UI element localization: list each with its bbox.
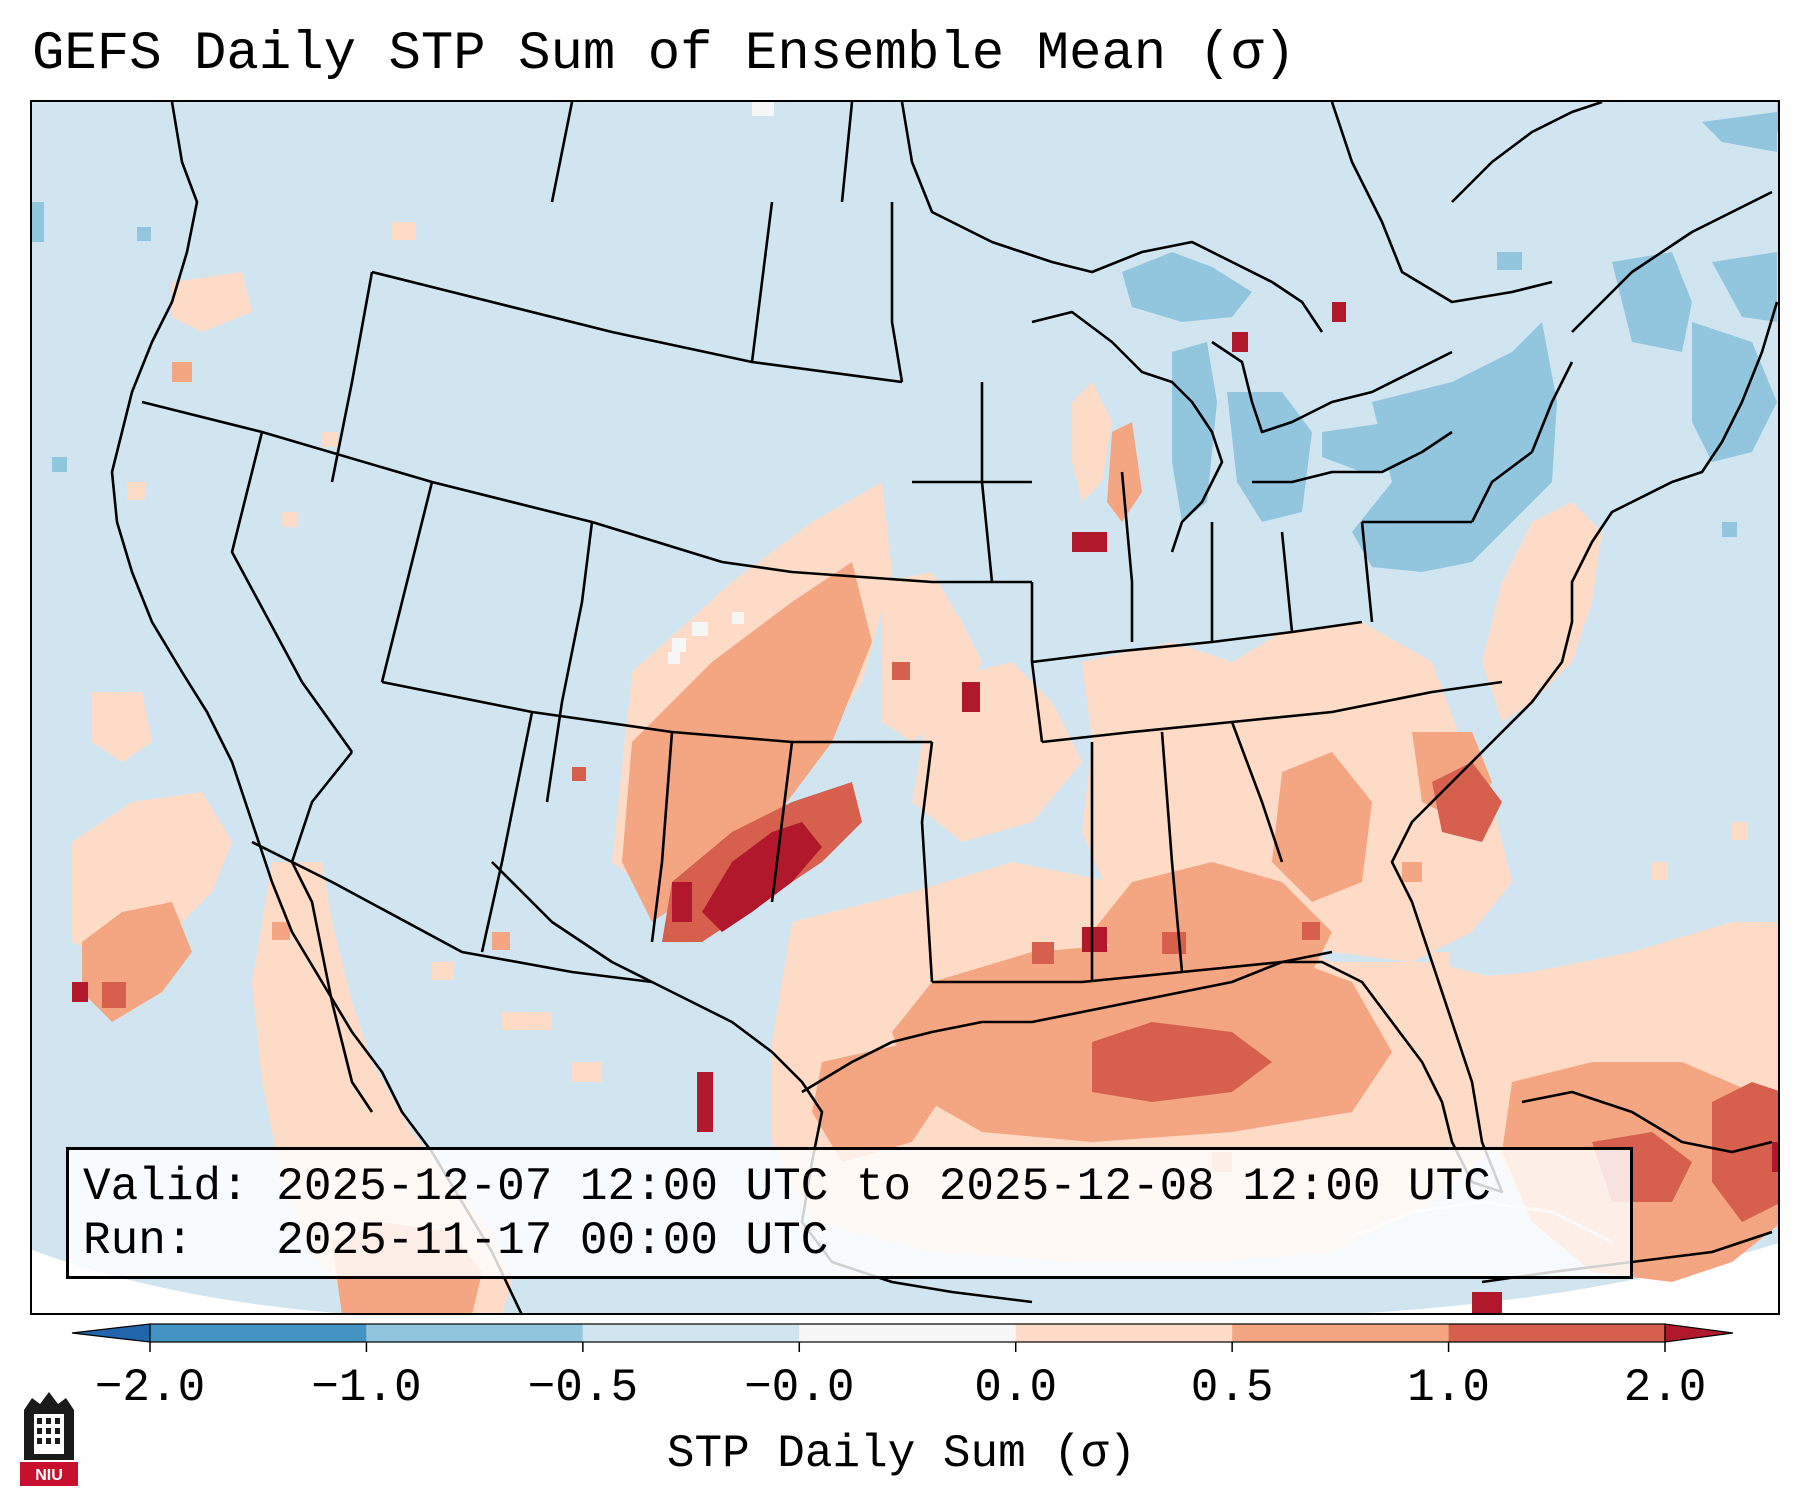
valid-label: Valid: [83, 1161, 249, 1213]
valid-line: Valid: 2025-12-07 12:00 UTC to 2025-12-0… [83, 1160, 1616, 1214]
colorbar-segment [150, 1324, 367, 1342]
colorbar-tick-label: −0.0 [744, 1362, 855, 1414]
niu-logo: NIU [20, 1392, 78, 1486]
map-panel [30, 100, 1780, 1315]
colorbar-over-arrow [1664, 1323, 1734, 1343]
colorbar-outline [149, 1323, 1666, 1343]
colorbar-tick-label: −2.0 [94, 1362, 206, 1414]
colorbar-segment [366, 1324, 583, 1342]
run-value: 2025-11-17 00:00 UTC [276, 1215, 829, 1267]
colorbar-under-arrow [71, 1323, 151, 1343]
colorbar-segment [1232, 1324, 1449, 1342]
colorbar-segment [1015, 1324, 1233, 1342]
valid-time-box: Valid: 2025-12-07 12:00 UTC to 2025-12-0… [66, 1147, 1633, 1279]
positive-anomaly-layer-over [72, 302, 1778, 1313]
valid-value: 2025-12-07 12:00 UTC to 2025-12-08 12:00… [276, 1161, 1491, 1213]
colorbar-tick-label: −1.0 [311, 1362, 422, 1414]
run-line: Run: 2025-11-17 00:00 UTC [83, 1214, 1616, 1268]
colorbar-segment [799, 1324, 1016, 1342]
neutral-cells [668, 102, 774, 664]
colorbar-segment [1448, 1324, 1665, 1342]
colorbar-tick-label: 0.0 [974, 1362, 1058, 1414]
colorbar-tick-label: 1.0 [1407, 1362, 1490, 1414]
niu-logo-text: NIU [35, 1467, 63, 1484]
colorbar-tick-label: 2.0 [1623, 1362, 1707, 1414]
colorbar-segment [582, 1324, 800, 1342]
colorbar-label: STP Daily Sum (σ) [666, 1428, 1137, 1480]
niu-logo-band [20, 1462, 78, 1486]
state-borders [141, 102, 1574, 984]
colorbar-tick-label: −0.5 [527, 1362, 639, 1414]
negative-anomaly-layer [32, 102, 1778, 572]
colorbar-tick-label: 0.5 [1190, 1362, 1274, 1414]
map-title: GEFS Daily STP Sum of Ensemble Mean (σ) [32, 24, 1296, 85]
map-canvas [32, 102, 1778, 1313]
run-label: Run: [83, 1215, 194, 1267]
